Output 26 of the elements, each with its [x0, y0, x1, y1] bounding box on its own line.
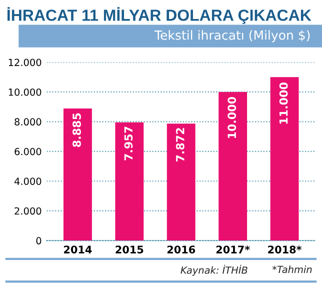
y-tick-label: 10.000 [8, 88, 42, 96]
data-label: 11.000 [279, 82, 288, 124]
text: Kaynak: İTHİB [180, 264, 248, 276]
y-tick-label: 12.000 [8, 58, 42, 66]
y-tick-label: 0 [36, 237, 42, 244]
bar [218, 92, 248, 241]
data-label: 7.872 [176, 128, 184, 162]
x-tick-label: 2016 [167, 246, 196, 254]
y-tick-label: 8.000 [14, 118, 42, 126]
y-tick-label: 6.000 [14, 148, 42, 156]
chart-subtitle: Tekstil ihracatı (Milyon $) [154, 30, 310, 42]
data-label: 10.000 [228, 96, 236, 138]
bar [166, 124, 196, 241]
x-tick-label: 2017* [216, 246, 250, 254]
y-tick-label: 4.000 [14, 178, 42, 185]
data-label: 7.957 [124, 126, 133, 160]
data-label: 8.885 [72, 113, 81, 147]
x-tick-label: 2015 [116, 246, 144, 254]
x-tick-label: 2018* [268, 246, 302, 254]
bar [270, 77, 299, 241]
chart-title: İHRACAT 11 MİLYAR DOLARA ÇIKACAK [8, 7, 312, 24]
x-tick-label: 2014 [64, 246, 92, 254]
bar [63, 108, 92, 241]
text: *Tahmin [272, 266, 312, 274]
y-tick-label: 2.000 [14, 207, 42, 215]
bar [115, 122, 144, 241]
